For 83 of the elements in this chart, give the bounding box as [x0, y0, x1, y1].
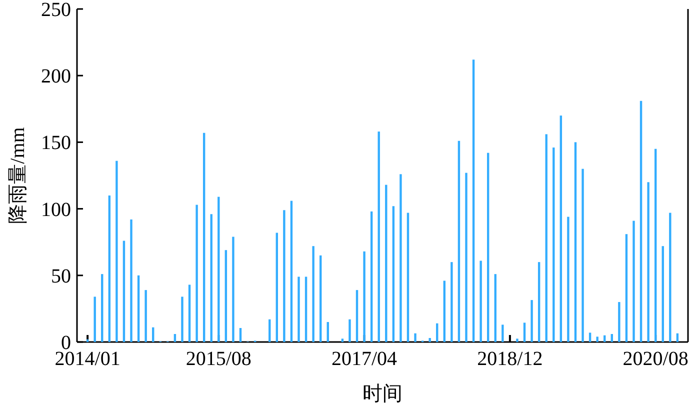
bar	[108, 195, 111, 342]
bar	[378, 132, 380, 342]
bar	[472, 60, 475, 342]
bar	[516, 338, 518, 342]
bar	[356, 290, 358, 342]
bar	[560, 116, 562, 342]
y-tick-label: 250	[41, 0, 71, 21]
bar	[210, 214, 212, 342]
bar	[502, 324, 504, 342]
bar	[218, 196, 220, 342]
x-axis-title: 时间	[362, 383, 402, 405]
x-tick-label: 2018/12	[477, 348, 543, 370]
bar	[632, 220, 635, 342]
x-tick-label: 2015/08	[186, 348, 252, 370]
bar	[567, 216, 570, 342]
bar	[625, 234, 628, 342]
bar	[450, 262, 453, 342]
bar	[283, 210, 286, 342]
bar	[588, 332, 592, 342]
x-tick-label: 2017/04	[332, 348, 398, 370]
bar	[414, 333, 416, 342]
bar	[654, 148, 657, 342]
y-tick-label: 100	[41, 198, 71, 221]
bar	[326, 322, 329, 342]
bar	[196, 204, 198, 342]
bar	[610, 334, 613, 342]
y-tick-label: 50	[51, 265, 71, 288]
bar	[458, 140, 460, 342]
bar	[596, 336, 598, 342]
bar	[101, 274, 104, 342]
bar	[224, 250, 228, 342]
bar	[494, 274, 496, 342]
bar	[436, 323, 438, 342]
bar	[582, 168, 584, 342]
bar	[662, 246, 664, 342]
bar	[574, 142, 577, 342]
bar	[268, 319, 271, 342]
x-tick-label: 2014/01	[54, 348, 120, 370]
bar	[538, 262, 540, 342]
bar	[647, 182, 650, 342]
bar	[122, 240, 126, 342]
bar	[669, 212, 672, 342]
bar	[486, 152, 490, 342]
bar	[348, 319, 351, 342]
bar	[523, 322, 526, 342]
bar	[144, 290, 147, 342]
bar	[290, 200, 293, 342]
bar	[640, 100, 642, 342]
bar	[465, 172, 468, 342]
bar	[480, 260, 482, 342]
bar	[94, 296, 96, 342]
bar	[137, 275, 140, 342]
bar	[443, 280, 446, 342]
bar	[552, 148, 555, 342]
bar	[312, 246, 314, 342]
bar	[530, 300, 533, 342]
bar	[385, 184, 388, 342]
bar	[400, 174, 402, 342]
bar	[304, 276, 308, 342]
y-tick-label: 200	[41, 66, 71, 88]
bar	[298, 276, 300, 342]
bar	[363, 251, 366, 342]
bar	[370, 211, 373, 342]
bar	[130, 219, 132, 342]
bar	[320, 255, 322, 342]
bar	[341, 338, 344, 342]
bar	[188, 284, 191, 342]
bar	[181, 296, 184, 342]
bar	[406, 212, 410, 342]
bar	[276, 232, 278, 342]
bar	[202, 132, 206, 342]
bar	[239, 328, 242, 342]
bar	[174, 334, 176, 342]
bar	[428, 338, 431, 342]
bar	[232, 236, 234, 342]
bar	[618, 302, 620, 342]
bar	[545, 134, 548, 342]
y-tick-label: 150	[41, 132, 71, 154]
bar	[116, 160, 118, 342]
bar	[152, 327, 154, 342]
y-axis-title: 降雨量/mm	[7, 126, 29, 224]
bar	[392, 206, 395, 342]
x-tick-label: 2020/08	[622, 348, 688, 370]
